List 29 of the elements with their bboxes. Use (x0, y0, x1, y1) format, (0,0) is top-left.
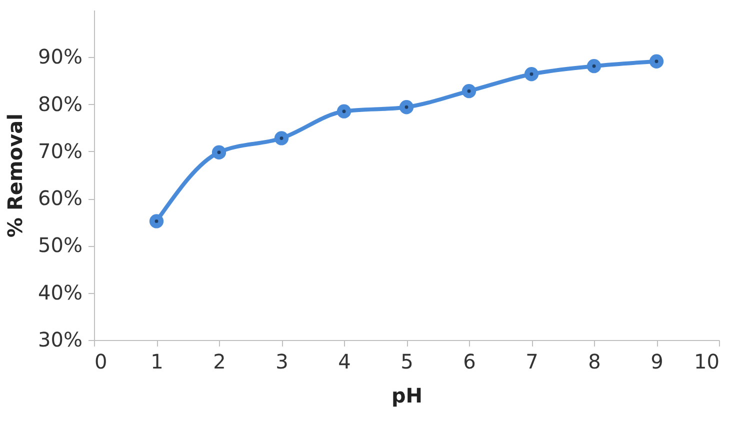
y-tick-label: 60% (38, 186, 82, 210)
point (149, 214, 164, 228)
point (524, 67, 539, 82)
point (336, 104, 352, 118)
point (462, 84, 476, 98)
x-tick-label: 0 (94, 350, 108, 374)
x-tick-label: 9 (650, 350, 664, 374)
point (399, 100, 414, 114)
x-tick-label: 7 (526, 350, 538, 374)
point (212, 145, 226, 160)
x-tick-label: 2 (213, 350, 226, 374)
x-tick-label: 4 (338, 350, 351, 374)
x-tick-label: 5 (400, 350, 414, 374)
x-tick-label: 6 (463, 350, 476, 374)
y-tick-label: 40% (38, 280, 82, 304)
x-tick-label: 3 (276, 350, 288, 374)
point (274, 131, 289, 146)
y-tick-label: 80% (38, 92, 82, 116)
y-tick-label: 90% (38, 44, 82, 69)
x-tick-label: 8 (588, 350, 601, 374)
x-tick-label: 1 (150, 350, 164, 374)
x-tick-label: 10 (694, 350, 720, 374)
y-tick-label: 70% (38, 138, 82, 163)
x-axis-title: pH (391, 384, 423, 408)
point (586, 59, 602, 74)
y-tick-label: 50% (38, 233, 82, 258)
y-tick-label: 30% (38, 328, 82, 352)
point (649, 54, 664, 68)
y-axis-title: % Removal (3, 114, 28, 238)
